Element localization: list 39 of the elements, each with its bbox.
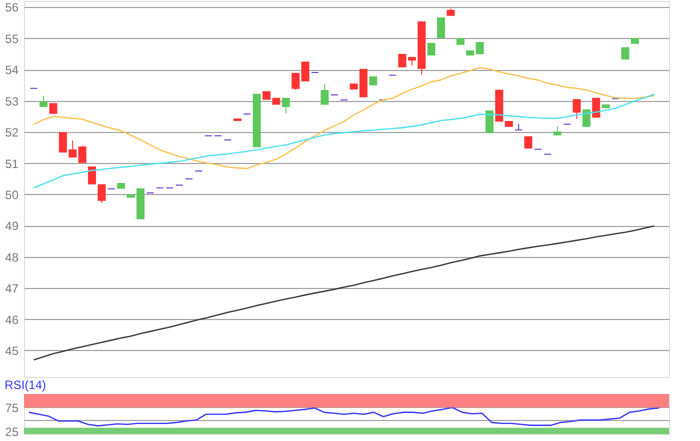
line-series bbox=[28, 406, 660, 426]
candlestick bbox=[524, 136, 532, 148]
y-tick-label: 45 bbox=[5, 344, 19, 358]
y-tick-label: 75 bbox=[5, 400, 19, 415]
y-tick-label: 48 bbox=[5, 250, 19, 264]
candlestick bbox=[49, 103, 58, 114]
candlestick bbox=[621, 47, 630, 60]
candlestick bbox=[98, 184, 106, 204]
candlestick bbox=[427, 42, 436, 56]
candlestick bbox=[398, 54, 406, 68]
candlestick bbox=[282, 98, 290, 114]
candlestick bbox=[437, 17, 446, 38]
y-tick-label: 55 bbox=[5, 32, 19, 46]
y-tick-label: 47 bbox=[5, 282, 19, 296]
y-tick-label: 50 bbox=[5, 188, 19, 202]
candlestick bbox=[320, 84, 329, 105]
candlestick bbox=[88, 166, 96, 184]
line-series bbox=[33, 94, 655, 189]
y-tick-label: 56 bbox=[5, 0, 19, 15]
candlestick bbox=[476, 42, 484, 54]
line-series bbox=[33, 67, 655, 170]
candlestick bbox=[592, 98, 600, 118]
candlestick bbox=[485, 110, 494, 134]
candlestick bbox=[40, 95, 48, 107]
y-tick-label: 53 bbox=[5, 94, 19, 108]
candlestick bbox=[514, 123, 523, 130]
candlestick bbox=[301, 62, 310, 82]
candlestick bbox=[572, 99, 581, 120]
candlestick bbox=[582, 109, 590, 127]
candlestick bbox=[78, 145, 86, 163]
y-tick-label: 49 bbox=[5, 219, 19, 234]
y-tick-label: 52 bbox=[5, 126, 19, 140]
y-tick-label: 54 bbox=[5, 63, 19, 78]
line-series bbox=[33, 225, 655, 360]
y-tick-label: 25 bbox=[5, 425, 19, 440]
y-tick-label: 51 bbox=[5, 156, 19, 171]
y-tick-label: 46 bbox=[5, 312, 19, 327]
candlestick bbox=[292, 72, 300, 90]
chart-title: RSI(14) bbox=[4, 378, 46, 392]
